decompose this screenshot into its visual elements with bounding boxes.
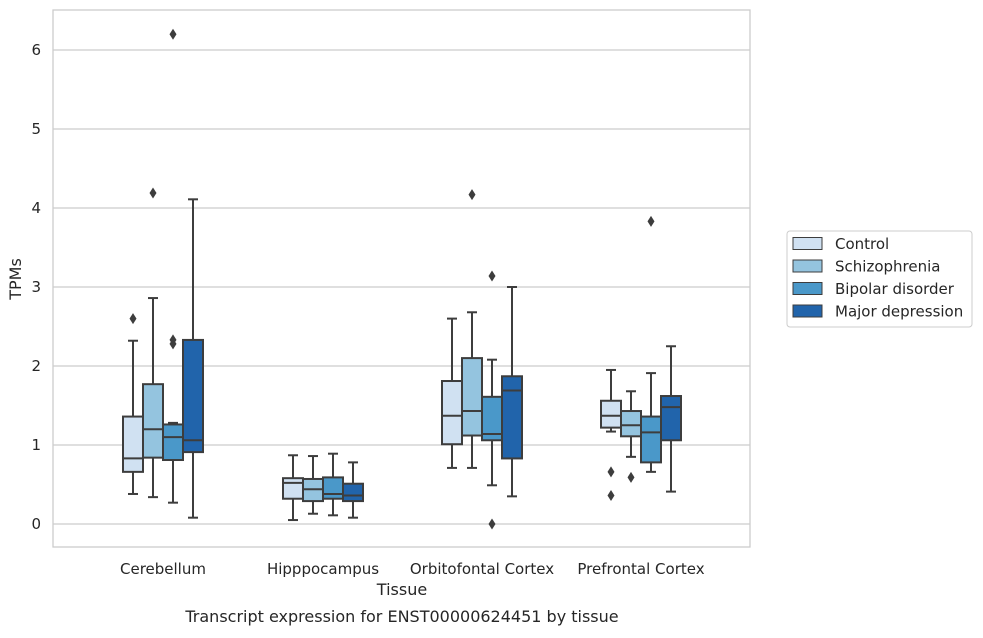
iqr-box bbox=[461, 357, 483, 437]
y-tick-label: 1 bbox=[31, 436, 41, 454]
x-tick-label: Cerebellum bbox=[120, 560, 206, 578]
outlier-point bbox=[169, 28, 177, 40]
box-bipolar-disorder bbox=[162, 28, 184, 504]
y-tick-label: 3 bbox=[31, 278, 41, 296]
legend-swatch bbox=[792, 259, 823, 273]
y-tick-labels: 0 1 2 3 4 5 6 bbox=[31, 41, 41, 533]
box-control bbox=[600, 368, 622, 502]
y-tick-label: 4 bbox=[31, 199, 41, 217]
outlier-point bbox=[627, 471, 635, 483]
legend-label: Bipolar disorder bbox=[835, 280, 955, 298]
outlier-point bbox=[149, 187, 157, 199]
iqr-box bbox=[501, 375, 523, 460]
box-major-depression bbox=[660, 345, 682, 493]
box-major-depression bbox=[182, 198, 204, 519]
box-bipolar-disorder bbox=[481, 270, 503, 530]
x-tick-label: Orbitofontal Cortex bbox=[410, 560, 554, 578]
legend-swatch bbox=[792, 282, 823, 295]
box-schizophrenia bbox=[302, 455, 324, 515]
outlier-point bbox=[607, 490, 615, 502]
box-major-depression bbox=[501, 286, 523, 498]
figure-caption: Transcript expression for ENST0000062445… bbox=[184, 607, 618, 626]
iqr-box bbox=[182, 338, 204, 454]
x-tick-labels: Cerebellum Hipppocampus Orbitofontal Corte… bbox=[120, 560, 705, 578]
iqr-box bbox=[620, 410, 642, 438]
box-bipolar-disorder bbox=[640, 215, 662, 473]
y-tick-label: 5 bbox=[31, 120, 41, 138]
iqr-box bbox=[142, 383, 164, 459]
legend-label: Schizophrenia bbox=[835, 258, 940, 276]
x-axis-title: Tissue bbox=[376, 580, 427, 599]
box-control bbox=[282, 454, 304, 522]
box-major-depression bbox=[342, 461, 364, 519]
box-schizophrenia bbox=[461, 189, 483, 469]
outlier-point bbox=[129, 313, 137, 325]
iqr-box bbox=[441, 380, 463, 446]
legend-items: Control Schizophrenia Bipolar disorder Majo… bbox=[792, 235, 963, 321]
outlier-point bbox=[488, 518, 496, 530]
iqr-box bbox=[322, 476, 344, 500]
plot-area-frame bbox=[52, 9, 751, 548]
box-schizophrenia bbox=[620, 390, 642, 483]
x-tick-label: Hipppocampus bbox=[267, 560, 379, 578]
y-tick-label: 6 bbox=[31, 41, 41, 59]
y-tick-label: 0 bbox=[31, 515, 41, 533]
iqr-box bbox=[640, 415, 662, 464]
y-axis-title: TPMs bbox=[6, 258, 25, 301]
outlier-point bbox=[607, 466, 615, 478]
box-control bbox=[122, 313, 144, 495]
legend: Control Schizophrenia Bipolar disorder Majo… bbox=[786, 230, 973, 328]
box-schizophrenia bbox=[142, 187, 164, 499]
iqr-box bbox=[122, 415, 144, 473]
iqr-box bbox=[342, 482, 364, 503]
y-tick-label: 2 bbox=[31, 357, 41, 375]
legend-label: Control bbox=[835, 235, 889, 253]
box-groups bbox=[122, 28, 682, 530]
outlier-point bbox=[488, 270, 496, 282]
iqr-box bbox=[600, 399, 622, 429]
legend-swatch bbox=[792, 304, 823, 318]
iqr-box bbox=[660, 395, 682, 442]
iqr-box bbox=[162, 423, 184, 462]
outlier-point bbox=[647, 215, 655, 227]
box-bipolar-disorder bbox=[322, 452, 344, 517]
legend-swatch bbox=[792, 237, 823, 250]
outlier-point bbox=[169, 338, 177, 350]
outlier-point bbox=[468, 189, 476, 201]
legend-frame bbox=[786, 230, 973, 328]
iqr-box bbox=[282, 477, 304, 500]
legend-label: Major depression bbox=[835, 303, 963, 321]
x-tick-label: Prefrontal Cortex bbox=[577, 560, 704, 578]
